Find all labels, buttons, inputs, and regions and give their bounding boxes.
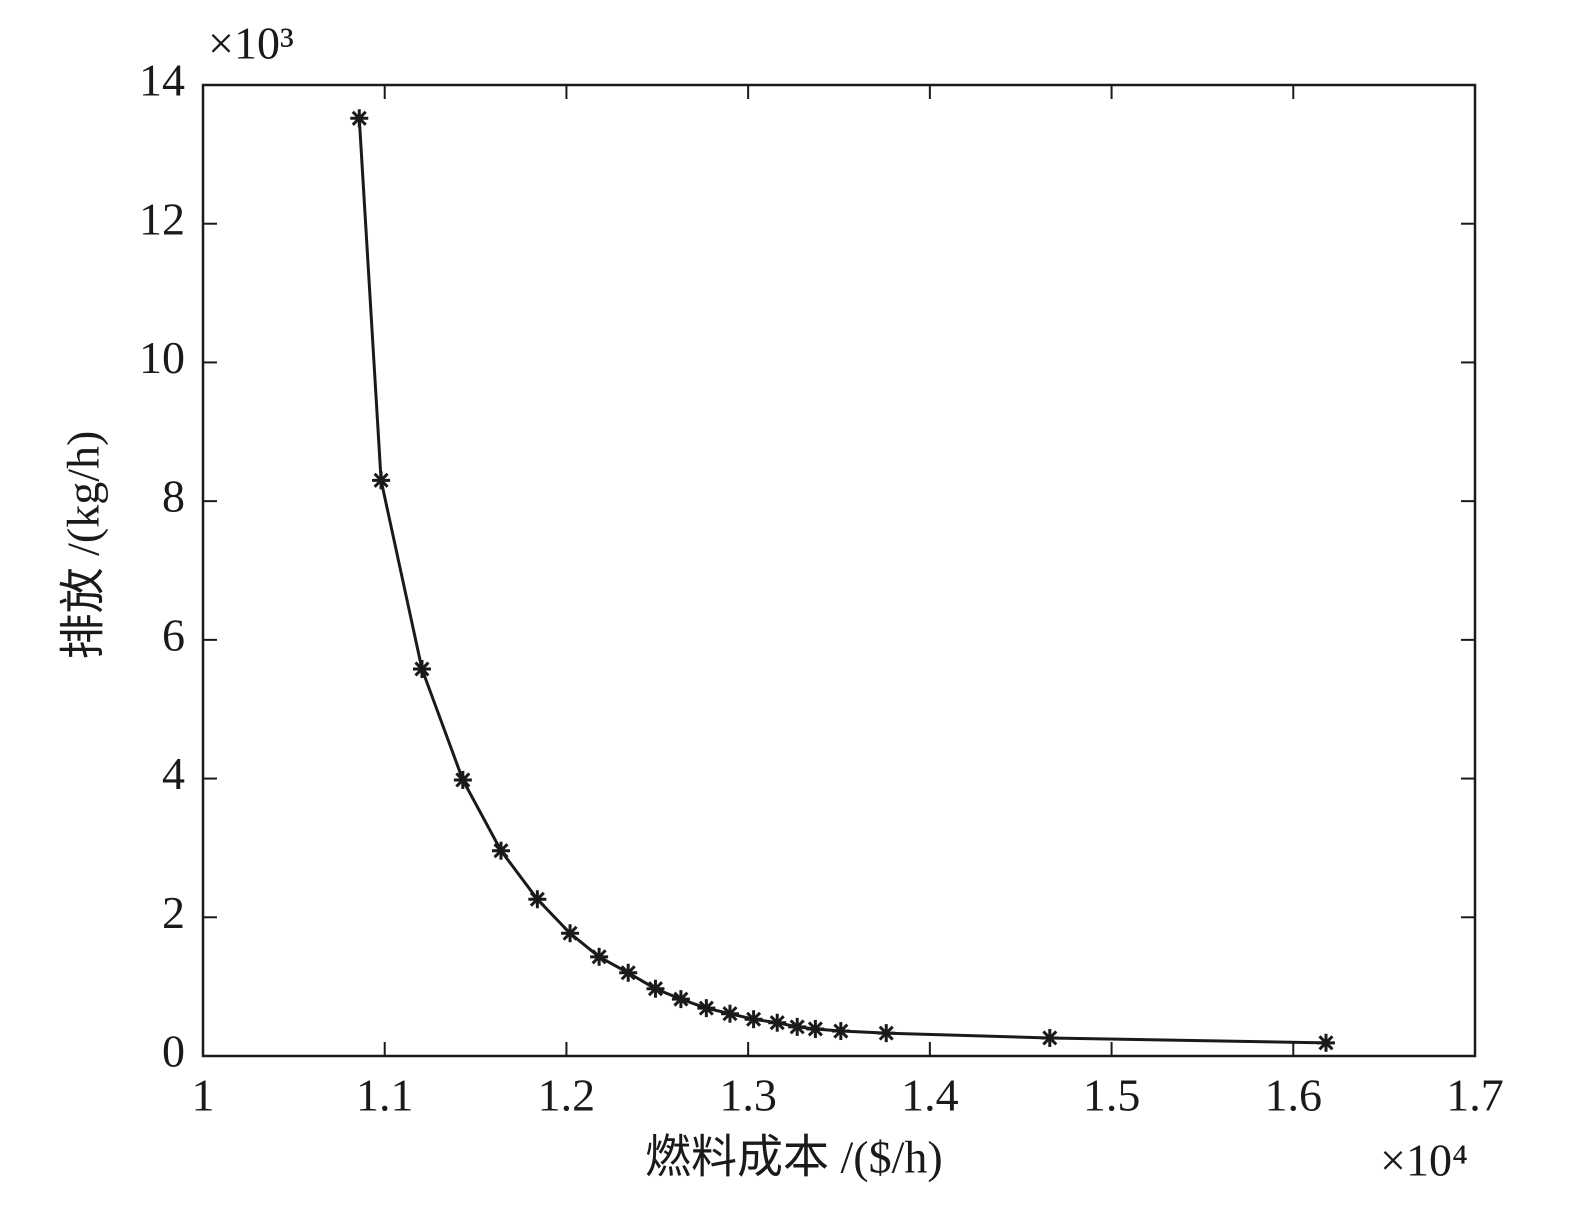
- data-point: [453, 770, 472, 789]
- data-point: [720, 1004, 739, 1023]
- data-point: [768, 1013, 787, 1032]
- data-point: [671, 990, 690, 1009]
- marker-stroke: [769, 1015, 785, 1031]
- y-tick-label: 10: [139, 332, 185, 383]
- x-tick-label: 1.4: [901, 1070, 959, 1121]
- marker-stroke: [789, 1019, 805, 1035]
- y-tick-label: 2: [162, 887, 185, 938]
- data-point: [697, 999, 716, 1018]
- data-point: [806, 1019, 825, 1038]
- marker-stroke: [833, 1023, 849, 1039]
- x-tick-label: 1.2: [538, 1070, 596, 1121]
- data-point: [1316, 1033, 1335, 1052]
- marker-stroke: [562, 925, 578, 941]
- data-point: [831, 1022, 850, 1041]
- x-tick-label: 1: [192, 1070, 215, 1121]
- y-tick-label: 0: [162, 1026, 185, 1077]
- marker-stroke: [1042, 1030, 1058, 1046]
- plot-frame: [201, 83, 1477, 1058]
- marker-stroke: [647, 981, 664, 997]
- marker-stroke: [414, 661, 430, 677]
- marker-stroke: [722, 1006, 738, 1022]
- data-point: [528, 890, 547, 909]
- data-point: [1040, 1028, 1059, 1047]
- marker-stroke: [673, 991, 689, 1007]
- marker-stroke: [455, 772, 471, 788]
- y-tick-label: 8: [162, 471, 185, 522]
- x-axis-label: 燃料成本 /($/h): [645, 1132, 943, 1183]
- data-point: [350, 109, 369, 128]
- data-point: [412, 659, 431, 678]
- data-point: [561, 924, 580, 943]
- data-point: [744, 1010, 763, 1029]
- data-point: [646, 979, 665, 998]
- y-tick-label: 6: [162, 609, 185, 660]
- marker-stroke: [620, 965, 636, 981]
- marker-stroke: [698, 1000, 714, 1016]
- data-point: [492, 841, 511, 860]
- y-tick-label: 12: [139, 193, 185, 244]
- x-tick-label: 1.3: [719, 1070, 777, 1121]
- x-tick-label: 1.5: [1083, 1070, 1141, 1121]
- data-point: [877, 1024, 896, 1043]
- y-tick-label: 14: [139, 55, 185, 106]
- data-point: [590, 947, 609, 966]
- series-line: [357, 118, 1327, 1045]
- y-tick-label: 4: [162, 748, 185, 799]
- marker-stroke: [878, 1025, 894, 1041]
- x-tick-label: 1.7: [1446, 1070, 1504, 1121]
- data-point: [788, 1017, 807, 1036]
- x-multiplier: ×10⁴: [1380, 1135, 1468, 1186]
- marker-stroke: [746, 1011, 762, 1027]
- x-tick-label: 1.6: [1265, 1070, 1323, 1121]
- marker-stroke: [493, 843, 509, 859]
- marker-stroke: [351, 110, 367, 126]
- marker-stroke: [529, 891, 545, 907]
- data-point: [372, 471, 391, 490]
- data-point: [619, 963, 638, 982]
- marker-stroke: [373, 472, 389, 488]
- y-axis-label: 排放 /(kg/h): [58, 431, 109, 660]
- marker-stroke: [1318, 1035, 1334, 1051]
- x-tick-label: 1.1: [356, 1070, 414, 1121]
- marker-stroke: [807, 1021, 823, 1037]
- y-multiplier: ×10³: [208, 18, 294, 69]
- marker-stroke: [591, 949, 607, 965]
